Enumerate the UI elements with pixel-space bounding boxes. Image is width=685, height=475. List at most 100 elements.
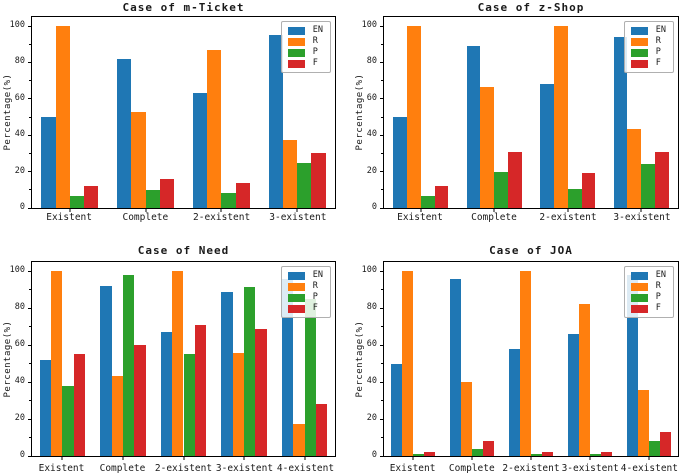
x-tick-label: 2-existent — [502, 463, 560, 474]
legend-swatch-p — [630, 293, 648, 302]
bar-f-existent — [424, 452, 436, 456]
y-tick — [380, 25, 383, 27]
bar-en-2-existent — [192, 93, 208, 208]
bar-en-2-existent — [508, 348, 520, 456]
bar-r-complete — [461, 382, 473, 456]
legend-label: P — [655, 47, 661, 57]
bar-en-existent — [393, 117, 407, 208]
x-tick-label: 2-existent — [539, 212, 597, 223]
bar-r-3-existent — [578, 303, 590, 456]
x-tick-label: 3-existent — [269, 212, 327, 223]
bar-p-3-existent — [244, 286, 256, 456]
bar-r-2-existent — [207, 49, 222, 208]
y-tick — [28, 307, 31, 309]
bar-r-complete — [131, 111, 146, 208]
y-minor-tick — [381, 152, 383, 154]
bar-f-2-existent — [194, 324, 207, 456]
x-tick — [471, 457, 473, 460]
legend-swatch-en — [287, 271, 305, 280]
y-tick-label: 40 — [366, 376, 377, 387]
x-tick — [122, 457, 124, 460]
y-minor-tick — [29, 400, 31, 402]
bar-r-2-existent — [172, 271, 184, 456]
x-tick — [530, 457, 532, 460]
bar-r-complete — [480, 87, 495, 208]
y-tick — [380, 61, 383, 63]
x-tick — [567, 209, 569, 212]
bar-f-3-existent — [311, 153, 326, 208]
y-tick-label: 100 — [9, 265, 25, 276]
x-tick-label: Complete — [471, 212, 517, 223]
legend-label: R — [312, 36, 318, 46]
chart-title: Case of z-Shop — [477, 1, 585, 14]
legend-swatch-f — [287, 304, 305, 313]
legend-swatch-r — [630, 37, 648, 46]
bar-en-complete — [100, 286, 112, 456]
legend-item: R — [287, 36, 323, 46]
subplot-m-ticket: Case of m-Ticket Percentage(%) 0 20 40 60 80… — [0, 0, 342, 237]
y-tick — [28, 207, 31, 209]
x-tick — [183, 457, 184, 460]
legend-label: P — [312, 47, 318, 57]
bar-p-existent — [420, 196, 435, 208]
legend-item: P — [630, 293, 666, 302]
y-minor-tick — [29, 289, 31, 291]
y-minor-tick — [381, 363, 383, 365]
legend-swatch-p — [287, 293, 305, 302]
bar-f-complete — [508, 151, 522, 208]
y-tick — [380, 418, 383, 420]
y-minor-tick — [29, 437, 31, 439]
bar-p-2-existent — [531, 454, 543, 456]
legend-swatch-en — [630, 271, 648, 280]
y-tick-label: 20 — [14, 413, 25, 424]
bar-en-3-existent — [221, 291, 233, 456]
bar-f-2-existent — [235, 182, 250, 208]
y-tick-label: 80 — [14, 56, 25, 67]
y-tick-label: 20 — [366, 165, 377, 176]
x-axis-labels: Existent Complete 2-existent 3-existent — [31, 212, 336, 224]
legend-swatch-r — [630, 282, 648, 291]
legend-item: EN — [287, 26, 323, 35]
x-tick — [420, 209, 422, 212]
chart-title: Case of JOA — [489, 244, 573, 257]
subplot-joa: Case of JOA Percentage(%) 0 20 40 60 80 100 EN… — [342, 237, 685, 474]
y-tick-label: 0 — [19, 202, 25, 212]
bar-f-2-existent — [542, 452, 554, 456]
x-axis-labels: Existent Complete 2-existent 3-existent 4-ex… — [383, 463, 679, 475]
y-minor-tick — [29, 152, 31, 154]
bar-en-complete — [466, 46, 481, 208]
y-tick — [380, 134, 383, 136]
x-tick — [220, 209, 222, 212]
bar-p-existent — [62, 385, 74, 456]
x-tick — [493, 209, 495, 212]
subplot-z-shop: Case of z-Shop Percentage(%) 0 20 40 60 80 10… — [342, 0, 685, 237]
legend-item: EN — [287, 271, 323, 280]
legend-label: F — [655, 303, 661, 313]
legend: EN R P F — [623, 21, 674, 73]
bar-f-complete — [483, 441, 495, 456]
plot-area: 0 20 40 60 80 100 EN R P F — [10, 261, 336, 460]
bar-en-complete — [450, 278, 462, 456]
legend-label: R — [655, 36, 661, 46]
y-tick-label: 100 — [361, 265, 377, 276]
bar-r-existent — [50, 271, 63, 456]
legend-swatch-r — [287, 282, 305, 291]
y-axis-label: Percentage(%) — [3, 73, 13, 151]
bar-en-2-existent — [540, 84, 554, 208]
y-minor-tick — [29, 80, 31, 82]
bar-p-complete — [472, 448, 484, 456]
x-tick — [69, 209, 71, 212]
y-tick — [28, 171, 31, 173]
x-tick — [296, 209, 298, 212]
y-tick-label: 60 — [14, 92, 25, 103]
legend-item: P — [630, 47, 666, 57]
legend: EN R P F — [280, 21, 331, 73]
y-minor-tick — [29, 189, 31, 191]
legend-label: P — [312, 292, 318, 302]
legend-item: F — [287, 59, 323, 68]
y-minor-tick — [29, 43, 31, 45]
legend-label: F — [655, 58, 661, 68]
legend-item: F — [287, 304, 323, 313]
y-minor-tick — [29, 363, 31, 365]
bar-p-3-existent — [641, 164, 656, 208]
